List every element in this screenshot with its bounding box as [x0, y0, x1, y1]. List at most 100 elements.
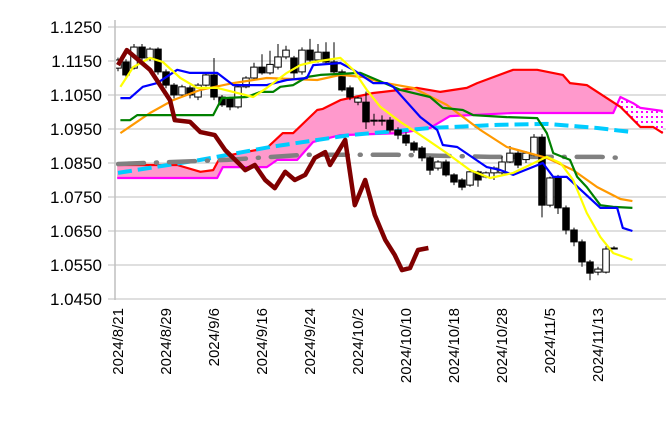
- candlestick: [274, 44, 282, 70]
- candle-body-down: [122, 61, 130, 76]
- candle-body-down: [170, 84, 178, 96]
- candlestick: [562, 205, 570, 235]
- candlestick: [170, 83, 178, 99]
- candlestick: [538, 134, 546, 218]
- candlestick: [314, 44, 322, 63]
- candlestick: [394, 127, 402, 140]
- candle-body-up: [530, 136, 538, 156]
- y-tick-label: 1.0550: [50, 256, 102, 275]
- candle-body-down: [514, 152, 522, 166]
- candle-body-down: [578, 241, 586, 263]
- y-axis-labels: 1.1250 1.1150 1.1050 1.0950 1.0850 1.0750 1.06…: [50, 18, 102, 309]
- candle-body-down: [538, 136, 546, 206]
- candle-body-up: [434, 161, 442, 169]
- candle-body-up: [522, 152, 530, 161]
- candlestick: [410, 140, 418, 153]
- candlestick: [578, 239, 586, 267]
- candlestick: [602, 246, 610, 274]
- candle-body-down: [330, 61, 338, 73]
- candlestick: [442, 159, 450, 177]
- candle-body-down: [554, 177, 562, 209]
- candlestick: [378, 115, 386, 126]
- candlestick: [266, 50, 274, 75]
- y-tick-label: 1.1150: [51, 52, 102, 71]
- cyan-dashed-average-line: [117, 121, 633, 175]
- candle-body-down: [386, 119, 394, 131]
- candle-body-down: [306, 49, 314, 61]
- candle-body-up: [354, 97, 362, 103]
- candlestick: [306, 38, 314, 63]
- candle-body-up: [602, 248, 610, 273]
- candle-body-down: [346, 87, 354, 98]
- x-tick-label: 2024/9/24: [302, 308, 319, 375]
- candle-body-down: [450, 174, 458, 183]
- candle-body-down: [338, 71, 346, 91]
- candlestick: [458, 178, 466, 191]
- candle-body-up: [282, 49, 290, 58]
- candlestick: [122, 59, 130, 78]
- y-tick-label: 1.0850: [50, 154, 102, 173]
- candlestick: [402, 132, 410, 146]
- candle-body-down: [226, 97, 234, 108]
- x-axis-labels: 2024/8/21 2024/8/29 2024/9/6 2024/9/16 2024/…: [110, 308, 607, 383]
- candlestick: [258, 54, 266, 75]
- x-tick-label: 2024/11/13: [590, 308, 607, 382]
- tenkan-sen-line: [120, 61, 633, 233]
- candle-body-up: [594, 268, 602, 273]
- candlestick: [426, 156, 434, 175]
- candle-body-down: [570, 229, 578, 243]
- candle-body-down: [362, 101, 370, 123]
- candlestick: [610, 246, 618, 250]
- candlestick: [370, 113, 378, 126]
- x-tick-label: 2024/10/10: [398, 308, 415, 383]
- candlestick: [250, 62, 258, 80]
- yellow-average-line: [119, 56, 633, 261]
- x-tick-label: 2024/10/2: [350, 308, 367, 375]
- y-tick-label: 1.0650: [50, 222, 102, 241]
- candlestick: [554, 174, 562, 214]
- ichimoku-cloud: [617, 97, 663, 134]
- candlestick: [178, 84, 186, 97]
- x-tick-label: 2024/9/6: [206, 308, 223, 366]
- candlestick: [346, 85, 354, 101]
- candle-body-down: [394, 129, 402, 136]
- candlestick: [546, 176, 554, 208]
- candle-body-up: [378, 119, 386, 122]
- candle-body-down: [290, 57, 298, 74]
- candle-body-up: [298, 49, 306, 73]
- candle-body-up: [178, 86, 186, 96]
- candle-body-up: [266, 63, 274, 74]
- x-tick-label: 2024/10/18: [446, 308, 463, 383]
- candle-body-down: [322, 51, 330, 63]
- y-tick-label: 1.1250: [50, 18, 102, 37]
- x-tick-label: 2024/11/5: [542, 308, 559, 374]
- candlestick: [594, 266, 602, 276]
- candle-body-down: [402, 134, 410, 144]
- plot-area: [116, 38, 664, 281]
- candlestick: [386, 117, 394, 133]
- candle-body-up: [250, 66, 258, 79]
- candle-body-up: [370, 119, 378, 122]
- y-tick-label: 1.0750: [50, 188, 102, 207]
- candlestick: [362, 91, 370, 129]
- candle-body-up: [506, 152, 514, 163]
- candle-body-down: [474, 171, 482, 181]
- x-tick-label: 2024/9/16: [254, 308, 271, 375]
- candlestick: [138, 44, 146, 61]
- candle-body-up: [466, 171, 474, 186]
- candlestick: [354, 96, 362, 106]
- candlestick: [514, 151, 522, 169]
- candle-body-up: [498, 161, 506, 174]
- ichimoku-cloud: [117, 69, 617, 178]
- candle-body-down: [410, 142, 418, 151]
- gray-dash-dot-average-line: [116, 152, 623, 167]
- candle-body-down: [586, 261, 594, 274]
- candle-body-down: [562, 207, 570, 231]
- candle-body-down: [138, 46, 146, 59]
- kijun-sen-line: [120, 71, 633, 209]
- candle-body-down: [258, 66, 266, 74]
- chikou-span-line: [116, 47, 429, 273]
- candle-body-up: [202, 74, 210, 86]
- candle-body-up: [546, 177, 554, 206]
